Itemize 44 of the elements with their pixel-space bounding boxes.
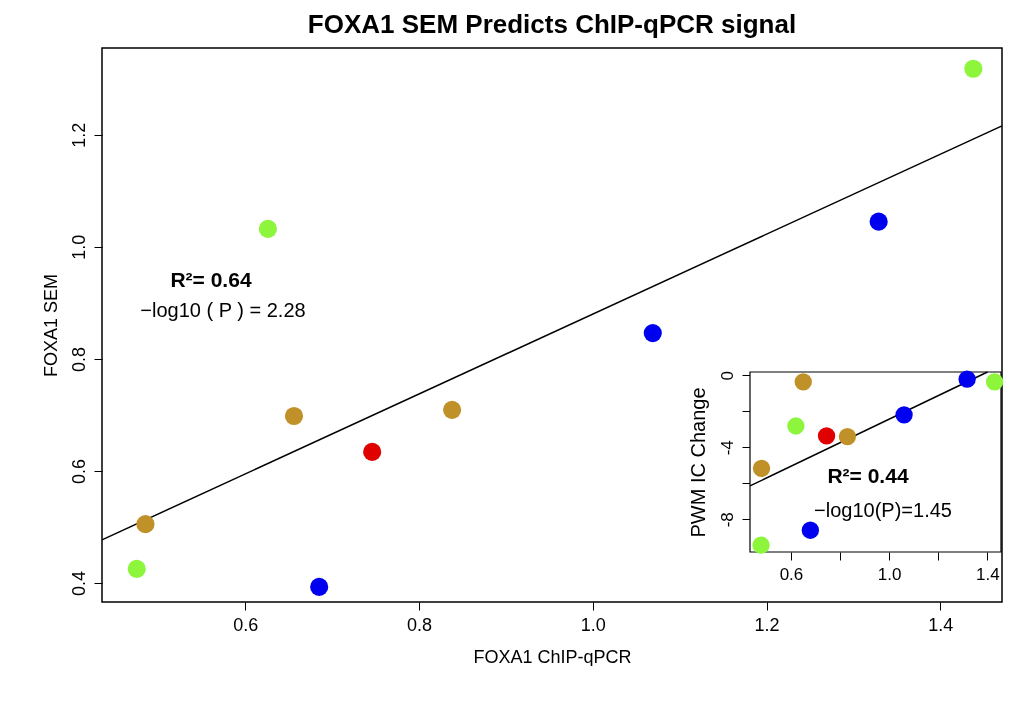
point xyxy=(838,427,857,446)
y-axis-title: PWM IC Change xyxy=(686,387,709,538)
point xyxy=(794,373,812,391)
point xyxy=(284,406,304,426)
y-tick-label: 1.0 xyxy=(68,234,89,260)
y-tick-label: 0 xyxy=(717,371,737,381)
y-tick-label: 0.6 xyxy=(68,458,89,484)
annotation: −log10(P)=1.45 xyxy=(814,499,952,521)
point xyxy=(869,212,888,231)
x-tick-label: 1.4 xyxy=(975,564,1000,584)
point xyxy=(443,400,462,419)
point xyxy=(363,442,382,461)
annotation: −log10 ( P ) = 2.28 xyxy=(140,299,306,321)
point xyxy=(964,59,983,78)
y-tick-label: -8 xyxy=(717,512,737,528)
annotation: R²= 0.44 xyxy=(827,464,909,487)
point xyxy=(752,536,770,554)
point xyxy=(127,559,146,579)
x-tick-label: 0.6 xyxy=(233,614,259,635)
chart-title: FOXA1 SEM Predicts ChIP-qPCR signal xyxy=(307,9,797,39)
y-axis-title: FOXA1 SEM xyxy=(40,273,61,378)
y-tick-label: 1.2 xyxy=(68,122,89,148)
x-tick-label: 1.2 xyxy=(754,614,780,635)
point xyxy=(801,521,820,539)
point xyxy=(258,219,278,238)
point xyxy=(310,577,329,596)
point xyxy=(985,373,1004,391)
point xyxy=(136,515,155,534)
y-tick-label: -4 xyxy=(717,440,737,456)
x-tick-label: 0.8 xyxy=(407,614,433,635)
x-tick-label: 1.0 xyxy=(877,564,902,584)
x-tick-label: 0.6 xyxy=(779,564,804,584)
point xyxy=(895,406,913,424)
point xyxy=(817,427,836,445)
x-tick-label: 1.4 xyxy=(928,614,954,635)
point xyxy=(643,324,662,343)
x-axis-title: FOXA1 ChIP-qPCR xyxy=(473,646,632,667)
point xyxy=(787,417,805,435)
annotation: R²= 0.64 xyxy=(170,268,252,291)
y-tick-label: 0.4 xyxy=(68,570,89,596)
point xyxy=(752,459,771,477)
x-tick-label: 1.0 xyxy=(580,614,606,635)
y-tick-label: 0.8 xyxy=(68,346,89,372)
point xyxy=(958,370,976,388)
